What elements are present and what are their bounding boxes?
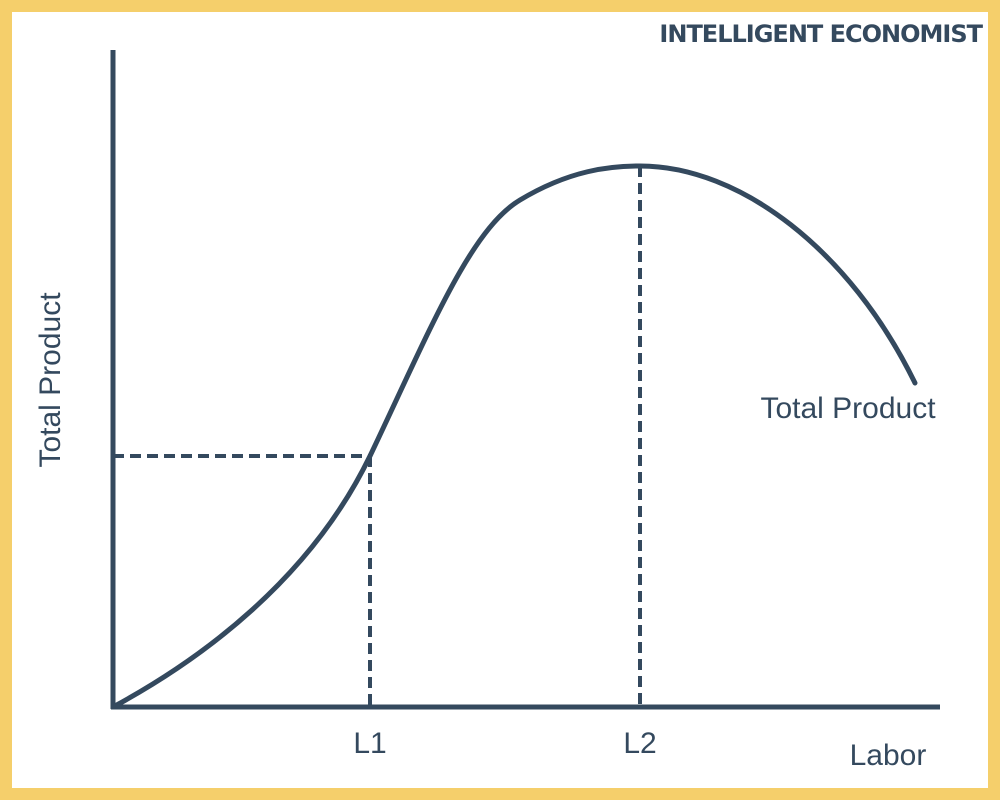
marker-label: L2	[623, 727, 656, 760]
total-product-curve	[110, 163, 918, 710]
curve-label: Total Product	[760, 392, 936, 425]
marker-label: L1	[353, 727, 386, 760]
brand-logo: INTELLIGENT ECONOMIST	[659, 20, 983, 48]
x-axis-label: Labor	[850, 739, 927, 772]
y-axis-label: Total Product	[34, 292, 67, 468]
